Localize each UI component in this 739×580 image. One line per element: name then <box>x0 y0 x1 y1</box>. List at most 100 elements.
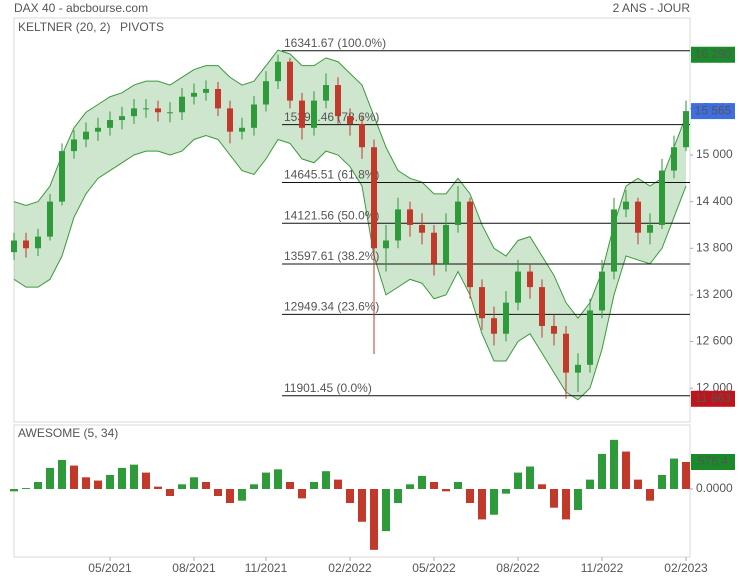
bar <box>46 467 54 489</box>
bar <box>226 488 234 504</box>
bar <box>574 488 582 511</box>
x-tick-label: 05/2022 <box>412 561 456 575</box>
bar <box>598 453 606 489</box>
bar <box>526 466 534 489</box>
bar <box>250 484 258 489</box>
pivot-label: 14645.51 (61.8%) <box>284 168 379 182</box>
candle-body <box>563 333 569 373</box>
candle-body <box>491 318 497 334</box>
bar <box>34 481 42 489</box>
bar <box>466 488 474 504</box>
pivot-label: 14121.56 (50.0%) <box>284 208 379 222</box>
period: 2 ANS - JOUR <box>613 1 691 15</box>
x-tick-label: 11/2022 <box>581 561 624 575</box>
candle-body <box>575 364 581 373</box>
candle-body <box>83 131 89 140</box>
x-tick-label: 11/2021 <box>245 561 288 575</box>
bar <box>118 467 126 489</box>
candle-body <box>71 139 77 152</box>
candle-body <box>359 123 365 148</box>
candle-body <box>347 116 353 124</box>
bar <box>586 479 594 489</box>
candle-body <box>119 116 125 121</box>
bar <box>382 488 390 532</box>
bar <box>22 488 30 489</box>
candle-body <box>587 310 593 365</box>
legend-entry: PIVOTS <box>120 20 164 34</box>
band-fill <box>14 50 686 400</box>
bar <box>190 477 198 489</box>
candle-body <box>527 271 533 288</box>
band-upper <box>13 49 687 320</box>
y-tick-label: 15 000 <box>696 147 733 161</box>
pivot-label: 13597.61 (38.2%) <box>284 249 379 263</box>
candle-body <box>143 108 149 110</box>
candle-body <box>383 240 389 249</box>
candle-body <box>479 287 485 319</box>
y-tick-label: 13 200 <box>696 287 733 301</box>
candle-body <box>215 88 221 109</box>
bar <box>202 481 210 489</box>
candle-body <box>431 232 437 264</box>
candle-body <box>455 201 461 225</box>
y-tick-label: 14 400 <box>696 194 733 208</box>
bar <box>166 488 174 497</box>
candle-body <box>539 287 545 326</box>
bar <box>130 464 138 489</box>
pivot-label: 11901.45 (0.0%) <box>284 381 372 395</box>
candle-body <box>299 100 305 128</box>
pivot-label: 16341.67 (100.0%) <box>284 36 386 50</box>
y-tick-label: 12 600 <box>696 334 733 348</box>
bar <box>238 488 246 501</box>
bar <box>502 488 510 494</box>
bar <box>406 484 414 489</box>
bar <box>178 484 186 489</box>
bar <box>58 459 66 489</box>
candle-body <box>95 127 101 132</box>
candle-body <box>335 85 341 117</box>
bar <box>94 480 102 489</box>
y-tick-label: 13 800 <box>696 240 733 254</box>
candle-body <box>59 151 65 202</box>
bar <box>610 439 618 489</box>
bar <box>82 477 90 489</box>
bar <box>70 465 78 489</box>
bar <box>442 488 450 492</box>
bar <box>358 488 366 522</box>
bar <box>106 474 114 489</box>
bar <box>334 479 342 489</box>
bar <box>622 451 630 489</box>
candle-body <box>275 61 281 82</box>
x-tick-label: 08/2021 <box>172 561 216 575</box>
bar <box>454 481 462 489</box>
bar <box>562 488 570 520</box>
candle-body <box>227 108 233 132</box>
pivot-label: 15391.46 (78.6%) <box>284 110 379 124</box>
price-panel <box>13 17 691 423</box>
pivot-label: 12949.34 (23.6%) <box>284 300 379 314</box>
candle-body <box>443 224 449 264</box>
bar <box>310 481 318 489</box>
candle-body <box>131 108 137 117</box>
bar <box>346 488 354 504</box>
bar <box>478 488 486 520</box>
candle-body <box>23 240 29 249</box>
candle-body <box>515 271 521 303</box>
bar <box>154 486 162 489</box>
value-tag-label: 576.4 <box>698 454 728 468</box>
candle-body <box>611 209 617 272</box>
x-tick-label: 08/2022 <box>496 561 540 575</box>
price-tag-label: 15 565 <box>695 103 732 117</box>
candle-body <box>659 170 665 225</box>
bar <box>658 474 666 489</box>
candle-body <box>419 224 425 233</box>
panel-title: AWESOME (5, 34) <box>18 426 118 440</box>
chart-title: DAX 40 - abcbourse.com <box>14 1 148 15</box>
bar <box>418 475 426 489</box>
price-tag <box>691 46 735 63</box>
candle-body <box>11 240 17 253</box>
y-tick-label: 0.0000 <box>696 481 733 495</box>
candle-body <box>467 201 473 288</box>
